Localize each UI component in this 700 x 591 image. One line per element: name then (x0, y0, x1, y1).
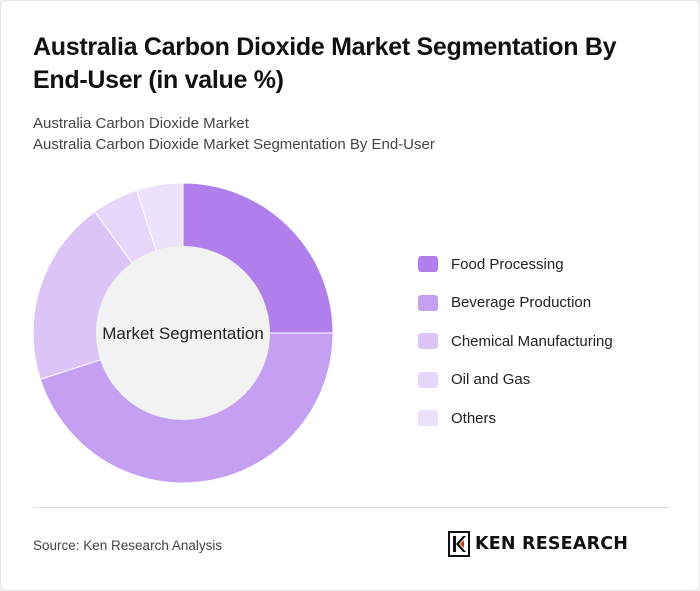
brand-logo: KEN RESEARCH (448, 530, 628, 558)
legend-swatch (418, 256, 438, 273)
legend-swatch (418, 371, 438, 388)
chart-subtitle-market: Australia Carbon Dioxide Market (33, 115, 249, 132)
legend-swatch (418, 410, 438, 427)
legend-item-chemical-manufacturing[interactable]: Chemical Manufacturing (418, 322, 613, 361)
legend-swatch (418, 294, 438, 311)
donut-center-label: Market Segmentation (102, 324, 264, 343)
footer-divider (33, 507, 669, 508)
legend-item-oil-and-gas[interactable]: Oil and Gas (418, 361, 613, 400)
legend-label: Others (451, 409, 497, 427)
chart-legend: Food Processing Beverage Production Chemic… (418, 245, 613, 438)
legend-label: Beverage Production (451, 294, 592, 312)
legend-label: Oil and Gas (451, 371, 531, 389)
legend-label: Food Processing (451, 255, 564, 273)
chart-subtitle-segmentation: Australia Carbon Dioxide Market Segmenta… (33, 136, 435, 153)
donut-chart: Market Segmentation (32, 182, 334, 484)
ken-research-logo-icon (448, 531, 470, 557)
legend-swatch (418, 333, 438, 350)
legend-item-others[interactable]: Others (418, 399, 613, 438)
legend-item-beverage-production[interactable]: Beverage Production (418, 284, 613, 323)
chart-title: Australia Carbon Dioxide Market Segmenta… (33, 33, 617, 94)
legend-label: Chemical Manufacturing (451, 332, 613, 350)
donut-center (96, 246, 270, 420)
brand-name: KEN RESEARCH (475, 534, 629, 554)
source-note: Source: Ken Research Analysis (33, 538, 223, 553)
legend-item-food-processing[interactable]: Food Processing (418, 245, 613, 284)
